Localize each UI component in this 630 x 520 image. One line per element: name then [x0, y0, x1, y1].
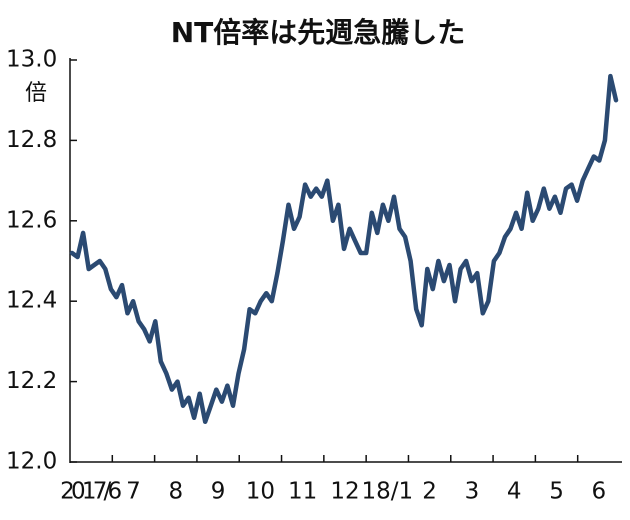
x-tick-label: 2017/6 [60, 479, 122, 505]
x-tick-label: 10 [246, 479, 275, 505]
x-tick-label: 11 [288, 479, 317, 505]
y-tick-label: 12.4 [6, 288, 57, 314]
chart-title: NT倍率は先週急騰した [171, 16, 466, 49]
x-tick-label: 12 [330, 479, 359, 505]
line [69, 73, 619, 425]
y-tick-label: 12.8 [6, 127, 57, 153]
x-tick-label: 4 [507, 479, 522, 505]
y-unit: 倍 [25, 81, 47, 106]
y-tick-label: 12.2 [6, 368, 57, 394]
x-tick-label: 9 [211, 479, 226, 505]
x-tick-label: 2 [422, 479, 437, 505]
y-tick-label: 13.0 [6, 47, 57, 73]
x-tick-label: 6 [592, 479, 607, 505]
x-tick-label: 8 [168, 479, 183, 505]
x-tick-label: 18/1 [361, 479, 413, 505]
x-tick-label: 3 [465, 479, 480, 505]
y-tick-label: 12.6 [6, 207, 57, 233]
x-tick-label: 5 [549, 479, 564, 505]
x-tick-label: 7 [126, 479, 141, 505]
y-tick-label: 12.0 [6, 449, 57, 475]
